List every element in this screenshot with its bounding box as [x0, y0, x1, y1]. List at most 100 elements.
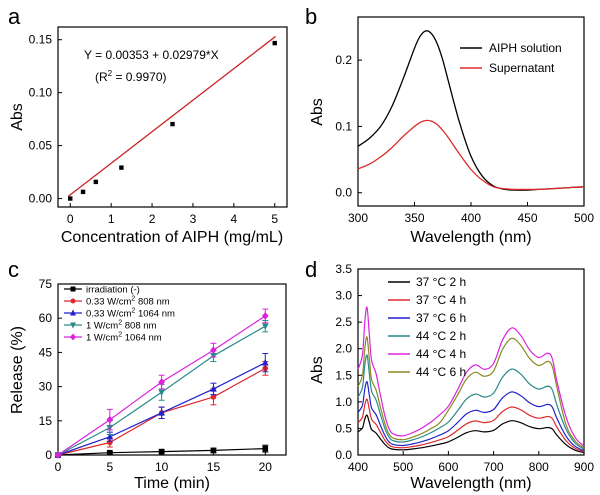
panel-c-y-ticks: 0 15 30 45 60 75: [39, 277, 62, 462]
x-tick-label: 0: [67, 212, 74, 226]
x-tick-label: 300: [348, 211, 368, 225]
legend-label-tail: 1064 nm: [135, 309, 175, 320]
legend-label: 44 °C 6 h: [416, 365, 466, 379]
panel-b-x-ticks: 300 350 400 450 500: [348, 202, 594, 225]
data-point: [210, 385, 217, 392]
panel-a-y-label: Abs: [9, 103, 26, 131]
y-tick-label: 45: [39, 345, 53, 359]
data-point: [261, 323, 269, 330]
legend-label: Supernatant: [489, 61, 555, 75]
panel-b-y-ticks: 0.0 0.1 0.2: [335, 53, 362, 200]
panel-d-legend: 37 °C 2 h 37 °C 4 h 37 °C 6 h 44 °C 2 h 44 °…: [388, 275, 466, 379]
panel-a-plot-frame: [57, 26, 288, 208]
series-line: [357, 380, 585, 452]
panel-b-letter: b: [305, 4, 317, 29]
legend-marker: [70, 309, 76, 316]
data-point: [158, 409, 165, 416]
panel-a-x-ticks: 0 1 2 3 4 5: [67, 203, 278, 226]
data-point: [106, 432, 114, 440]
y-tick-label: 75: [39, 277, 53, 291]
panel-a-r2: (R2 = 0.9970): [95, 69, 167, 84]
legend-marker: [70, 322, 76, 329]
legend-label-sup: 2: [118, 332, 122, 339]
legend-label-main: 0.33 W/cm: [86, 309, 131, 320]
y-tick-label: 1.0: [335, 395, 352, 409]
data-point: [68, 196, 73, 201]
legend-label-sup: 2: [118, 320, 122, 327]
y-tick-label: 2.0: [335, 342, 352, 356]
data-point: [119, 165, 124, 170]
legend-label-tail: 808 nm: [135, 297, 169, 308]
y-tick-label: 0.05: [29, 139, 53, 153]
legend-marker: [70, 333, 76, 341]
x-tick-label: 10: [155, 460, 169, 474]
data-point: [262, 445, 269, 452]
data-point: [170, 121, 175, 127]
x-tick-label: 700: [484, 460, 504, 474]
legend-label-main: 0.33 W/cm: [86, 297, 131, 308]
panel-c-marks: [54, 308, 269, 459]
legend-label: 37 °C 6 h: [416, 311, 466, 325]
panel-d-letter: d: [305, 257, 317, 282]
y-tick-label: 0.2: [335, 53, 352, 67]
series-line: [357, 306, 585, 447]
legend-label: irradiation (-): [86, 285, 140, 296]
x-tick-label: 0: [55, 460, 62, 474]
legend-marker: [70, 286, 76, 292]
y-tick-label: 0.10: [29, 86, 53, 100]
data-point: [261, 312, 269, 320]
panel-b-marks: [357, 30, 585, 191]
panel-a-r2-prefix: (R: [95, 70, 108, 84]
panel-b-legend: AIPH solution Supernatant: [460, 41, 562, 75]
legend-label: 0.33 W/cm2 808 nm: [86, 296, 170, 308]
series-line: [357, 354, 585, 450]
y-tick-label: 15: [39, 414, 53, 428]
data-point: [107, 449, 113, 456]
data-point: [210, 447, 217, 454]
y-tick-label: 60: [39, 311, 53, 325]
panel-a-x-label: Concentration of AIPH (mg/mL): [61, 229, 283, 246]
legend-label: AIPH solution: [489, 41, 562, 55]
series-line: [357, 119, 585, 191]
legend-label: 1 W/cm2 1064 nm: [86, 332, 162, 344]
panel-b: b 300 350 400 450 500 0.0 0.1 0.2 AIPH solutio…: [305, 4, 594, 246]
data-point: [54, 451, 62, 459]
x-tick-label: 3: [190, 212, 197, 226]
panel-d-marks: [357, 306, 585, 454]
data-point: [210, 346, 217, 354]
legend-label-main: 1 W/cm: [86, 333, 118, 344]
legend-label: 1 W/cm2 808 nm: [86, 320, 157, 332]
x-tick-label: 500: [574, 211, 594, 225]
y-tick-label: 0.0: [335, 448, 352, 462]
y-tick-label: 30: [39, 380, 53, 394]
x-tick-label: 400: [348, 460, 368, 474]
data-point: [210, 394, 217, 400]
data-point: [158, 389, 165, 397]
x-tick-label: 900: [574, 460, 594, 474]
legend-label: 37 °C 2 h: [416, 275, 466, 289]
x-tick-label: 5: [271, 212, 278, 226]
panel-c-legend: irradiation (-)0.33 W/cm2 808 nm0.33 W/c…: [64, 285, 175, 344]
x-tick-label: 450: [517, 211, 537, 225]
panel-c-plot-frame: [57, 283, 287, 456]
y-tick-label: 0.15: [29, 33, 53, 47]
y-tick-label: 0.0: [335, 186, 352, 200]
panel-c-y-label: Release (%): [9, 326, 26, 414]
panel-a-equation: Y = 0.00353 + 0.02979*X: [84, 48, 219, 62]
x-tick-label: 350: [404, 211, 424, 225]
legend-label: 37 °C 4 h: [416, 293, 466, 307]
panel-d-plot-frame: [357, 268, 585, 456]
legend-marker: [70, 298, 76, 304]
panel-a-r2-suffix: = 0.9970): [112, 70, 166, 84]
y-tick-label: 0.1: [335, 119, 352, 133]
panel-b-x-label: Wavelength (nm): [410, 229, 531, 246]
legend-label: 44 °C 4 h: [416, 347, 466, 361]
x-tick-label: 2: [149, 212, 156, 226]
x-tick-label: 15: [207, 460, 221, 474]
panel-d-x-label: Wavelength (nm): [410, 475, 531, 492]
data-point: [158, 378, 165, 386]
panel-d: d 400 500 600 700 800 900 0.0 0.5 1.0 1.5 2.0 2.5 3…: [305, 257, 594, 492]
y-tick-label: 2.5: [335, 315, 352, 329]
